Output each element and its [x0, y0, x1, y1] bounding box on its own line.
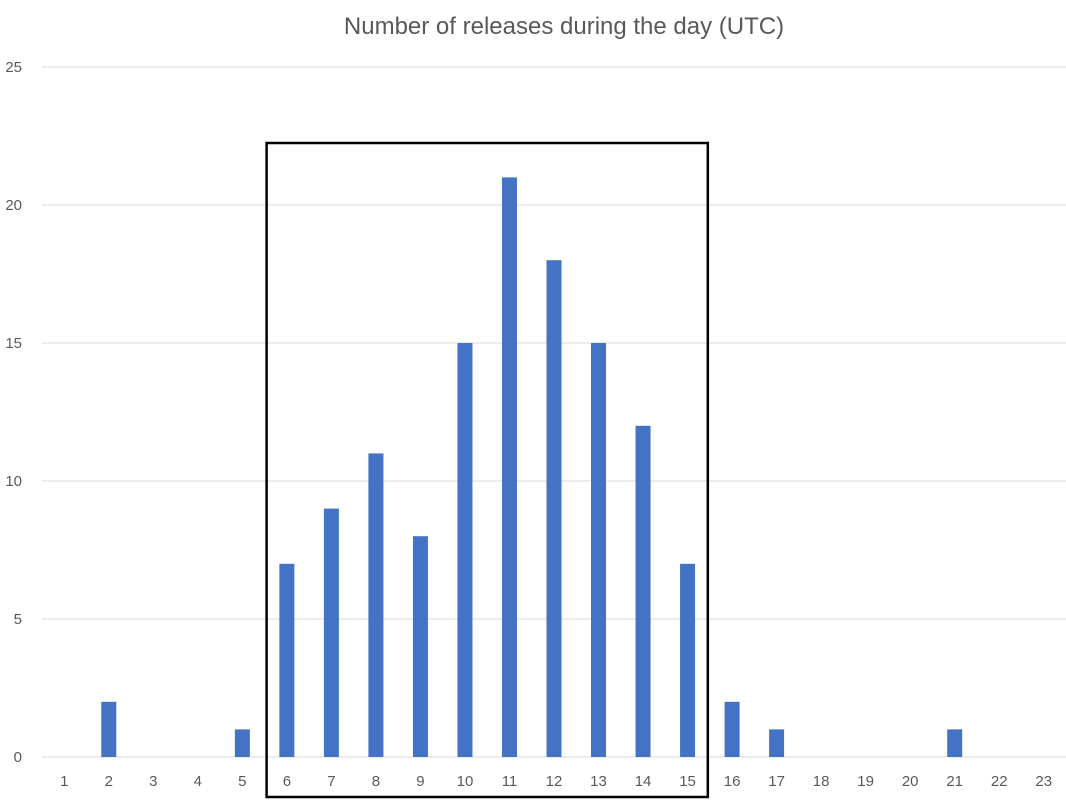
x-tick-label: 15	[679, 773, 696, 790]
highlight-box	[265, 141, 710, 799]
y-tick-label: 0	[14, 749, 22, 766]
x-tick-label: 12	[546, 773, 563, 790]
bar	[947, 729, 963, 757]
chart-title: Number of releases during the day (UTC)	[344, 13, 784, 40]
y-tick-label: 10	[5, 473, 22, 490]
bar	[680, 563, 696, 757]
x-tick-label: 2	[105, 773, 113, 790]
x-tick-label: 6	[283, 773, 291, 790]
x-tick-label: 23	[1035, 773, 1052, 790]
y-axis-ticks: 0 5 10 15 20 25	[5, 59, 22, 766]
bar	[591, 343, 607, 757]
x-tick-label: 17	[768, 773, 785, 790]
bar	[323, 508, 339, 757]
bar	[368, 453, 384, 757]
x-tick-label: 7	[327, 773, 335, 790]
x-tick-label: 3	[149, 773, 157, 790]
y-tick-label: 15	[5, 335, 22, 352]
y-tick-label: 20	[5, 197, 22, 214]
bar	[769, 729, 785, 757]
bar	[101, 701, 117, 757]
x-tick-label: 8	[372, 773, 380, 790]
x-tick-label: 19	[857, 773, 874, 790]
bar	[635, 425, 651, 757]
x-tick-label: 14	[635, 773, 652, 790]
x-tick-label: 4	[194, 773, 202, 790]
x-tick-label: 22	[991, 773, 1008, 790]
bar	[546, 260, 562, 757]
x-tick-label: 16	[724, 773, 741, 790]
x-tick-label: 5	[238, 773, 246, 790]
x-tick-label: 1	[60, 773, 68, 790]
x-tick-label: 10	[457, 773, 474, 790]
highlight-layer	[265, 141, 710, 799]
y-tick-label: 5	[14, 611, 22, 628]
bar	[412, 536, 428, 757]
x-axis-ticks: 1 2 3 4 5 6 7 8 9 10 11 12 13 14 15 16 17 18 19 20 21 22 23	[60, 773, 1052, 790]
x-tick-label: 21	[946, 773, 963, 790]
x-tick-label: 9	[416, 773, 424, 790]
y-tick-label: 25	[5, 59, 22, 76]
bar	[279, 563, 295, 757]
bar	[501, 177, 517, 757]
x-tick-label: 13	[590, 773, 607, 790]
bar	[724, 701, 740, 757]
bars	[101, 177, 963, 757]
x-tick-label: 18	[813, 773, 830, 790]
x-tick-label: 20	[902, 773, 919, 790]
bar	[457, 343, 473, 757]
bar	[234, 729, 250, 757]
x-tick-label: 11	[502, 773, 518, 790]
